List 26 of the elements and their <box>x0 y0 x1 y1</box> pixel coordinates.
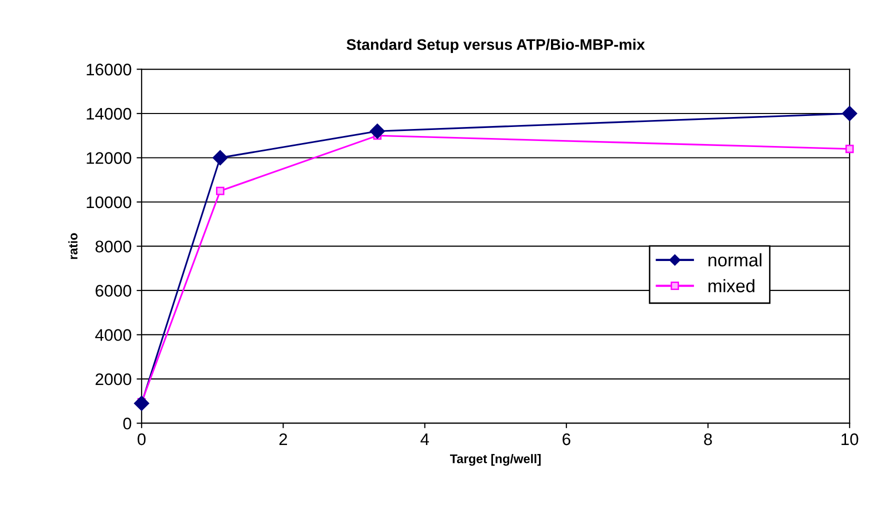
x-tick-label: 8 <box>704 433 712 446</box>
y-tick-label: 4000 <box>95 329 132 341</box>
x-tick-label: 10 <box>842 433 858 446</box>
y-tick-label: 10000 <box>86 196 132 208</box>
x-tick-label: 4 <box>420 434 429 446</box>
legend-label: mixed <box>708 279 754 292</box>
chart-title: Standard Setup versus ATP/Bio-MBP-mix <box>346 38 645 53</box>
y-tick-label: 14000 <box>86 108 132 120</box>
x-tick-label: 0 <box>138 433 146 446</box>
point <box>845 144 854 154</box>
x-tick-label: 6 <box>562 433 570 446</box>
x-tick-label: 2 <box>279 433 287 446</box>
y-tick-label: 12000 <box>86 152 132 164</box>
y-tick-label: 2000 <box>96 373 132 386</box>
y-tick-label: 0 <box>123 418 132 430</box>
point <box>216 186 224 196</box>
point <box>212 150 228 166</box>
y-tick-label: 16000 <box>86 64 132 76</box>
legend-label: normal <box>708 253 762 266</box>
y-axis-title: ratio <box>68 233 78 259</box>
x-axis-title: Target [ng/well] <box>450 454 541 466</box>
point <box>842 106 858 122</box>
y-tick-label: 6000 <box>96 284 132 297</box>
point <box>134 396 150 411</box>
point <box>370 124 385 139</box>
y-tick-label: 8000 <box>96 240 132 252</box>
